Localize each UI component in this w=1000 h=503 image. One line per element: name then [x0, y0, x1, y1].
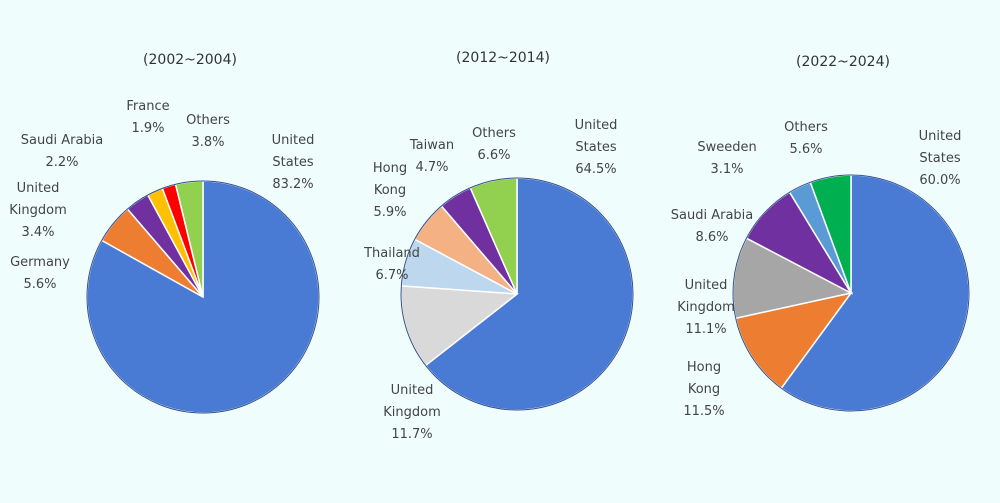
category-label: United States	[918, 129, 962, 166]
slice-label: Sweeden 3.1%	[687, 137, 767, 181]
value-label: 5.6%	[23, 277, 57, 292]
chart-title: (2012~2014)	[456, 50, 550, 66]
category-label: Saudi Arabia	[670, 208, 754, 223]
category-label: Hong Kong	[372, 161, 408, 198]
category-label: United Kingdom	[677, 278, 735, 315]
slice-label: Germany 5.6%	[0, 252, 80, 296]
category-label: Others	[784, 120, 828, 135]
value-label: 8.6%	[695, 230, 729, 245]
slice-label: Hong Kong 5.9%	[365, 158, 415, 224]
slice-label: United States 60.0%	[910, 126, 970, 192]
category-label: Thailand	[364, 246, 420, 261]
value-label: 3.1%	[710, 162, 744, 177]
value-label: 3.4%	[21, 225, 55, 240]
slice-label: United Kingdom 11.1%	[666, 275, 746, 341]
category-label: United States	[271, 133, 315, 170]
value-label: 5.6%	[789, 142, 823, 157]
value-label: 6.6%	[477, 148, 511, 163]
slice-label: United States 64.5%	[566, 115, 626, 181]
category-label: United Kingdom	[9, 181, 67, 218]
value-label: 6.7%	[375, 268, 409, 283]
pie-outline	[732, 174, 970, 412]
value-label: 11.5%	[683, 404, 725, 419]
slice-label: Taiwan 4.7%	[402, 135, 462, 179]
slice-label: United Kingdom 11.7%	[372, 380, 452, 446]
slice-label: Others 5.6%	[776, 117, 836, 161]
slice-label: Others 6.6%	[464, 123, 524, 167]
category-label: Germany	[10, 255, 70, 270]
pie-outline	[86, 180, 320, 414]
value-label: 5.9%	[373, 205, 407, 220]
slice-label: Saudi Arabia 8.6%	[662, 205, 762, 249]
chart-title: (2022~2024)	[796, 54, 890, 70]
value-label: 83.2%	[272, 177, 314, 192]
value-label: 11.7%	[391, 427, 433, 442]
slice-label: Others 3.8%	[178, 110, 238, 154]
chart-title: (2002~2004)	[143, 52, 237, 68]
value-label: 64.5%	[575, 162, 617, 177]
slice-label: Hong Kong 11.5%	[679, 357, 729, 423]
category-label: Taiwan	[409, 138, 455, 153]
value-label: 11.1%	[685, 322, 727, 337]
slice-label: France 1.9%	[113, 96, 183, 140]
slice-label: Saudi Arabia 2.2%	[12, 130, 112, 174]
category-label: Saudi Arabia	[20, 133, 104, 148]
category-label: Others	[472, 126, 516, 141]
pie-outline	[400, 177, 634, 411]
value-label: 60.0%	[919, 173, 961, 188]
slice-label: United Kingdom 3.4%	[0, 178, 78, 244]
slice-label: United States 83.2%	[263, 130, 323, 196]
category-label: United States	[574, 118, 618, 155]
slice-label: Thailand 6.7%	[352, 243, 432, 287]
category-label: Sweeden	[697, 140, 757, 155]
value-label: 2.2%	[45, 155, 79, 170]
category-label: Hong Kong	[686, 360, 722, 397]
value-label: 1.9%	[131, 121, 165, 136]
value-label: 4.7%	[415, 160, 449, 175]
category-label: United Kingdom	[383, 383, 441, 420]
value-label: 3.8%	[191, 135, 225, 150]
category-label: Others	[186, 113, 230, 128]
category-label: France	[126, 99, 170, 114]
